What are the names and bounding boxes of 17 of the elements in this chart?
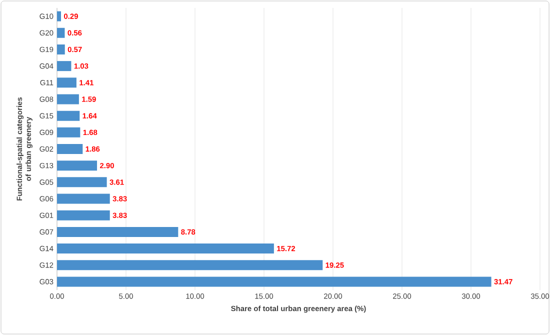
bar (57, 276, 492, 287)
bar (57, 28, 65, 38)
bar (57, 260, 323, 270)
bar (57, 226, 178, 237)
bar (57, 160, 98, 171)
bar (57, 61, 72, 72)
bar (57, 144, 83, 154)
bar (57, 127, 80, 138)
bar (57, 44, 65, 54)
bar (57, 110, 80, 121)
bar (57, 94, 79, 104)
bar (57, 177, 107, 188)
bar (57, 210, 110, 220)
bar (57, 194, 110, 204)
bar (57, 78, 76, 88)
bar (57, 11, 62, 22)
bar (57, 244, 274, 254)
